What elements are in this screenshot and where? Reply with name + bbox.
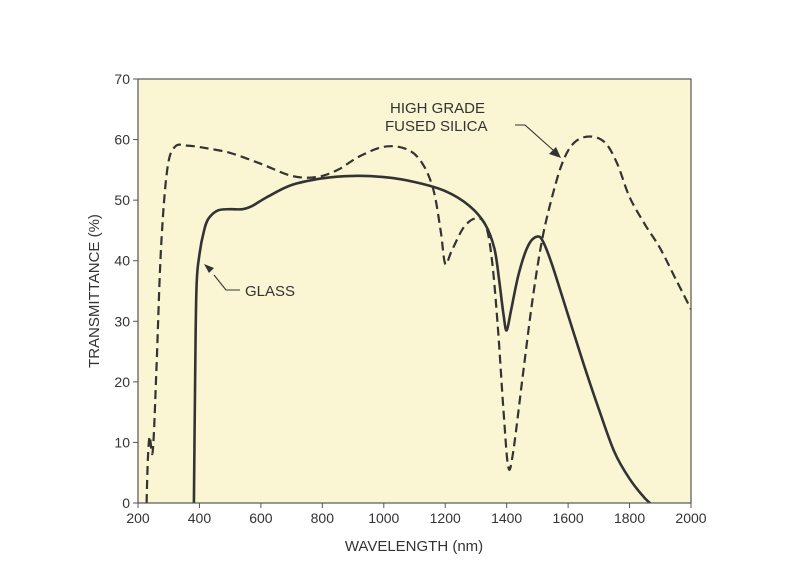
x-tick-label: 1000 xyxy=(368,510,399,526)
y-tick-label: 30 xyxy=(114,313,130,329)
plot-frame xyxy=(137,78,692,504)
annotation-silica: HIGH GRADE FUSED SILICA xyxy=(385,100,561,158)
y-tick-label: 10 xyxy=(114,434,130,450)
x-tick-label: 1200 xyxy=(430,510,461,526)
y-axis-label: TRANSMITTANCE (%) xyxy=(86,214,103,368)
x-tick-label: 400 xyxy=(188,510,212,526)
series-line-fused-silica xyxy=(145,135,691,503)
x-tick-label: 200 xyxy=(126,510,150,526)
y-tick-label: 60 xyxy=(114,132,130,148)
x-tick-label: 2000 xyxy=(675,510,706,526)
x-axis-label: WAVELENGTH (nm) xyxy=(345,538,483,555)
annotation-glass: GLASS xyxy=(204,264,295,300)
plot-background xyxy=(138,79,691,503)
x-tick-label: 800 xyxy=(311,510,335,526)
y-tick-label: 20 xyxy=(114,374,130,390)
y-tick-label: 0 xyxy=(122,495,130,511)
y-tick-label: 70 xyxy=(114,71,130,87)
series-line-glass xyxy=(192,174,652,503)
annotation-glass-leader xyxy=(213,274,240,291)
annotation-glass-arrowhead xyxy=(204,264,214,273)
x-tick-label: 1600 xyxy=(553,510,584,526)
annotation-silica-arrowhead xyxy=(549,147,561,158)
y-tick-label: 40 xyxy=(114,253,130,269)
y-tick-label: 50 xyxy=(114,192,130,208)
annotation-silica-label-line1: HIGH GRADE xyxy=(390,100,485,117)
annotation-silica-label-line2: FUSED SILICA xyxy=(385,118,488,135)
x-tick-label: 600 xyxy=(249,510,273,526)
annotation-glass-label: GLASS xyxy=(245,283,295,300)
x-tick-label: 1800 xyxy=(614,510,645,526)
x-tick-label: 1400 xyxy=(491,510,522,526)
annotation-silica-leader xyxy=(515,124,554,151)
